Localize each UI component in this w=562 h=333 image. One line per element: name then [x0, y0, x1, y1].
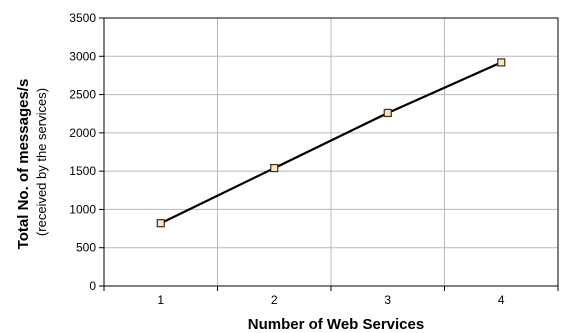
- y-tick-label: 0: [89, 279, 96, 293]
- y-tick-label: 1000: [69, 202, 96, 216]
- x-tick-label: 3: [384, 293, 391, 307]
- data-point-marker: [383, 108, 392, 118]
- x-axis-title: Number of Web Services: [248, 316, 424, 333]
- y-axis-title: Total No. of messages/s: [15, 79, 32, 250]
- y-tick-label: 2000: [69, 126, 96, 140]
- y-tick-label: 2500: [69, 88, 96, 102]
- y-axis-ticks: 0 500 1000 1500 2000 2500 3000 3500: [69, 11, 104, 293]
- y-axis-subtitle: (received by the services): [34, 88, 49, 236]
- data-point-marker: [156, 219, 165, 228]
- series-line: [160, 61, 502, 225]
- x-tick-label: 1: [157, 293, 164, 307]
- data-point-marker: [270, 163, 279, 173]
- y-tick-label: 500: [76, 241, 96, 255]
- series-layer: [156, 58, 506, 228]
- x-tick-label: 2: [271, 293, 278, 307]
- grid-lines: [104, 18, 558, 286]
- x-tick-label: 4: [498, 293, 505, 307]
- y-tick-label: 1500: [69, 164, 96, 178]
- y-tick-label: 3000: [69, 49, 96, 63]
- x-axis-ticks: 1 2 3 4: [103, 286, 559, 307]
- data-point-marker: [497, 58, 506, 67]
- y-tick-label: 3500: [69, 11, 96, 25]
